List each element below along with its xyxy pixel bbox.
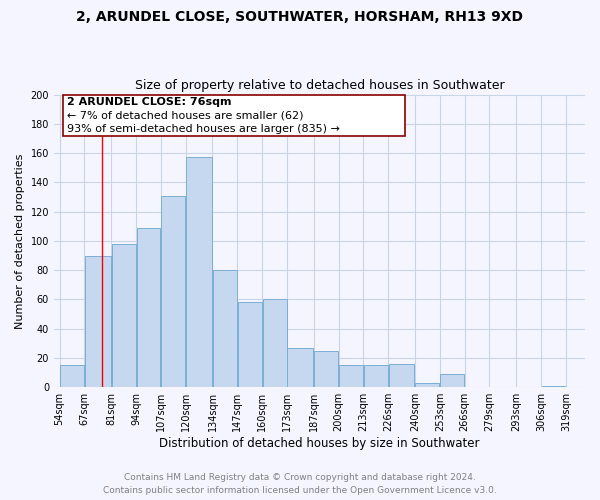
Bar — [415, 383, 439, 387]
Text: 93% of semi-detached houses are larger (835) →: 93% of semi-detached houses are larger (… — [67, 124, 340, 134]
Bar — [213, 270, 237, 387]
Bar — [314, 350, 338, 387]
Text: 2 ARUNDEL CLOSE: 76sqm: 2 ARUNDEL CLOSE: 76sqm — [67, 98, 232, 108]
Bar — [60, 366, 84, 387]
Bar — [137, 228, 160, 387]
Bar — [186, 158, 212, 387]
Bar — [364, 366, 388, 387]
Bar — [112, 244, 136, 387]
Bar — [440, 374, 464, 387]
Text: ← 7% of detached houses are smaller (62): ← 7% of detached houses are smaller (62) — [67, 110, 304, 120]
Bar — [287, 348, 313, 387]
Text: Contains public sector information licensed under the Open Government Licence v3: Contains public sector information licen… — [103, 486, 497, 495]
Bar — [339, 366, 363, 387]
Bar — [542, 386, 565, 387]
X-axis label: Distribution of detached houses by size in Southwater: Distribution of detached houses by size … — [159, 437, 480, 450]
Bar — [263, 300, 287, 387]
Title: Size of property relative to detached houses in Southwater: Size of property relative to detached ho… — [134, 79, 504, 92]
FancyBboxPatch shape — [64, 94, 406, 136]
Bar — [238, 302, 262, 387]
Text: 2, ARUNDEL CLOSE, SOUTHWATER, HORSHAM, RH13 9XD: 2, ARUNDEL CLOSE, SOUTHWATER, HORSHAM, R… — [77, 10, 523, 24]
Text: Contains HM Land Registry data © Crown copyright and database right 2024.: Contains HM Land Registry data © Crown c… — [124, 474, 476, 482]
Y-axis label: Number of detached properties: Number of detached properties — [15, 153, 25, 328]
Bar — [161, 196, 185, 387]
Bar — [389, 364, 415, 387]
Bar — [85, 256, 111, 387]
